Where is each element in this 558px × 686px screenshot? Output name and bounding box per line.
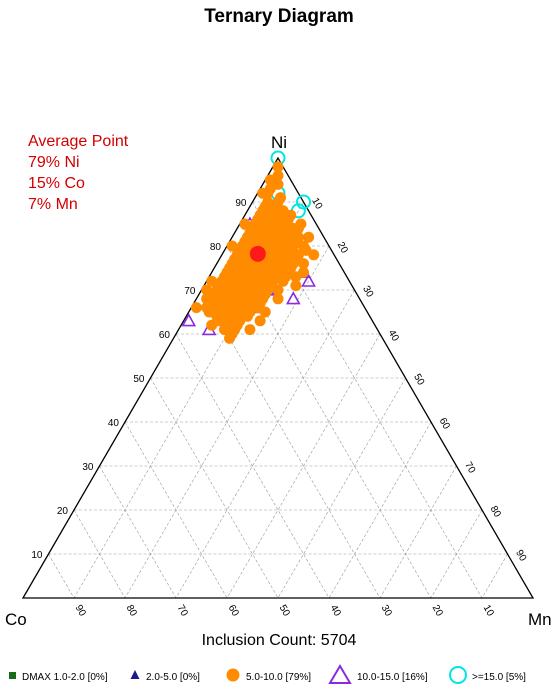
legend-marker-5-10 (226, 668, 240, 682)
tick-label-ni-90: 90 (235, 198, 247, 209)
tick-label-co-20: 20 (430, 603, 445, 619)
tick-label-ni-20: 20 (57, 506, 69, 517)
grid-line-co-90 (48, 553, 75, 599)
point-5-0-10-0-79-169 (295, 218, 307, 230)
grid-line-mn-70 (379, 465, 457, 599)
grid-line-co-70 (99, 465, 177, 599)
vertex-label-mn: Mn (528, 610, 552, 629)
tick-label-mn-50: 50 (411, 372, 426, 388)
tick-label-mn-60: 60 (437, 416, 452, 432)
average-mn-label: 7% Mn (28, 196, 78, 213)
tick-label-mn-80: 80 (488, 504, 503, 520)
point-5-0-10-0-79-172 (298, 266, 309, 278)
average-co-label: 15% Co (28, 175, 85, 192)
grid-line-co-30 (201, 289, 381, 599)
grid-line-co-60 (124, 421, 228, 599)
point-5-0-10-0-79-177 (244, 324, 256, 336)
tick-label-ni-50: 50 (133, 374, 145, 385)
point-5-0-10-0-79-182 (239, 218, 251, 230)
point-10-0-15-0-16-2 (285, 291, 301, 305)
tick-label-mn-40: 40 (386, 328, 401, 344)
point-5-0-10-0-79-178 (206, 319, 218, 331)
average-ni-label: 79% Ni (28, 154, 80, 171)
tick-label-co-40: 40 (328, 603, 343, 619)
legend-label-15-plus: >=15.0 [5%] (472, 672, 526, 683)
point-5-0-10-0-79-180 (206, 275, 218, 287)
tick-label-co-30: 30 (379, 603, 394, 619)
tick-label-co-60: 60 (226, 603, 241, 619)
point-5-0-10-0-79-165 (298, 258, 309, 270)
point-5-0-10-0-79-184 (201, 284, 213, 296)
point-10-0-15-0-16-3 (301, 273, 316, 287)
ternary-grid (48, 201, 508, 599)
point-5-0-10-0-79-163 (272, 284, 284, 296)
tick-label-ni-70: 70 (184, 286, 196, 297)
tick-label-mn-90: 90 (513, 548, 528, 564)
tick-label-co-50: 50 (277, 603, 292, 619)
legend-marker-2-5 (130, 670, 140, 679)
tick-label-ni-60: 60 (159, 330, 171, 341)
tick-label-mn-30: 30 (360, 284, 375, 300)
tick-label-mn-20: 20 (335, 240, 350, 256)
tick-label-ni-30: 30 (82, 462, 94, 473)
tick-label-co-10: 10 (481, 603, 496, 619)
point-5-0-10-0-79-0 (272, 161, 284, 173)
legend: DMAX 1.0-2.0 [0%] 2.0-5.0 [0%] 5.0-10.0 … (9, 664, 526, 684)
tick-label-mn-10: 10 (309, 196, 324, 212)
point-5-0-10-0-79-171 (308, 249, 320, 261)
point-5-0-10-0-79-168 (285, 209, 297, 221)
data-points (181, 150, 320, 344)
grid-line-co-50 (150, 377, 279, 599)
grid-line-co-80 (73, 509, 126, 599)
point-5-0-10-0-79-108 (277, 275, 289, 287)
point-5-0-10-0-79-175 (259, 306, 271, 318)
grid-line-mn-40 (226, 333, 381, 599)
legend-marker-10-15 (328, 664, 352, 684)
inclusion-count: Inclusion Count: 5704 (202, 632, 357, 649)
grid-line-mn-30 (175, 289, 355, 599)
point-5-0-10-0-79-181 (226, 240, 238, 252)
point-5-0-10-0-79-185 (190, 302, 202, 314)
tick-label-ni-80: 80 (210, 242, 222, 253)
grid-line-mn-80 (430, 509, 483, 599)
average-point-marker (249, 245, 266, 262)
ternary-ticks: 10 20 30 40 50 60 70 80 90 10 20 30 40 50 60 70 80 90 90 80… (31, 196, 528, 619)
tick-label-mn-70: 70 (462, 460, 477, 476)
grid-line-mn-90 (481, 553, 508, 599)
legend-marker-15-plus (449, 666, 467, 684)
point-10-0-15-0-16-0 (181, 313, 197, 327)
point-5-0-10-0-79-161 (224, 332, 236, 344)
point-5-0-10-0-79-179 (201, 293, 213, 305)
legend-label-2-5: 2.0-5.0 [0%] (146, 672, 200, 683)
legend-label-5-10: 5.0-10.0 [79%] (246, 672, 311, 683)
grid-line-mn-50 (277, 377, 406, 599)
point-5-0-10-0-79-183 (257, 187, 269, 199)
grid-line-mn-60 (328, 421, 432, 599)
tick-label-ni-10: 10 (31, 550, 43, 561)
legend-label-dmax-1-2: DMAX 1.0-2.0 [0%] (22, 672, 108, 683)
tick-label-ni-40: 40 (108, 418, 120, 429)
tick-label-co-70: 70 (175, 603, 190, 619)
point-5-0-10-0-79-173 (290, 280, 302, 292)
vertex-label-co: Co (5, 610, 27, 629)
legend-marker-dmax-1-2 (9, 672, 16, 679)
legend-label-10-15: 10.0-15.0 [16%] (357, 672, 428, 683)
tick-label-co-90: 90 (73, 603, 88, 619)
point-5-0-10-0-79-174 (272, 293, 284, 305)
tick-label-co-80: 80 (124, 603, 139, 619)
point-5-0-10-0-79-176 (254, 315, 266, 327)
point-5-0-10-0-79-170 (303, 231, 315, 243)
ternary-triangle (21, 156, 535, 599)
average-point-heading: Average Point (28, 133, 129, 150)
chart-title: Ternary Diagram (204, 6, 354, 27)
grid-line-mn-20 (124, 245, 330, 599)
vertex-label-ni: Ni (271, 133, 287, 152)
